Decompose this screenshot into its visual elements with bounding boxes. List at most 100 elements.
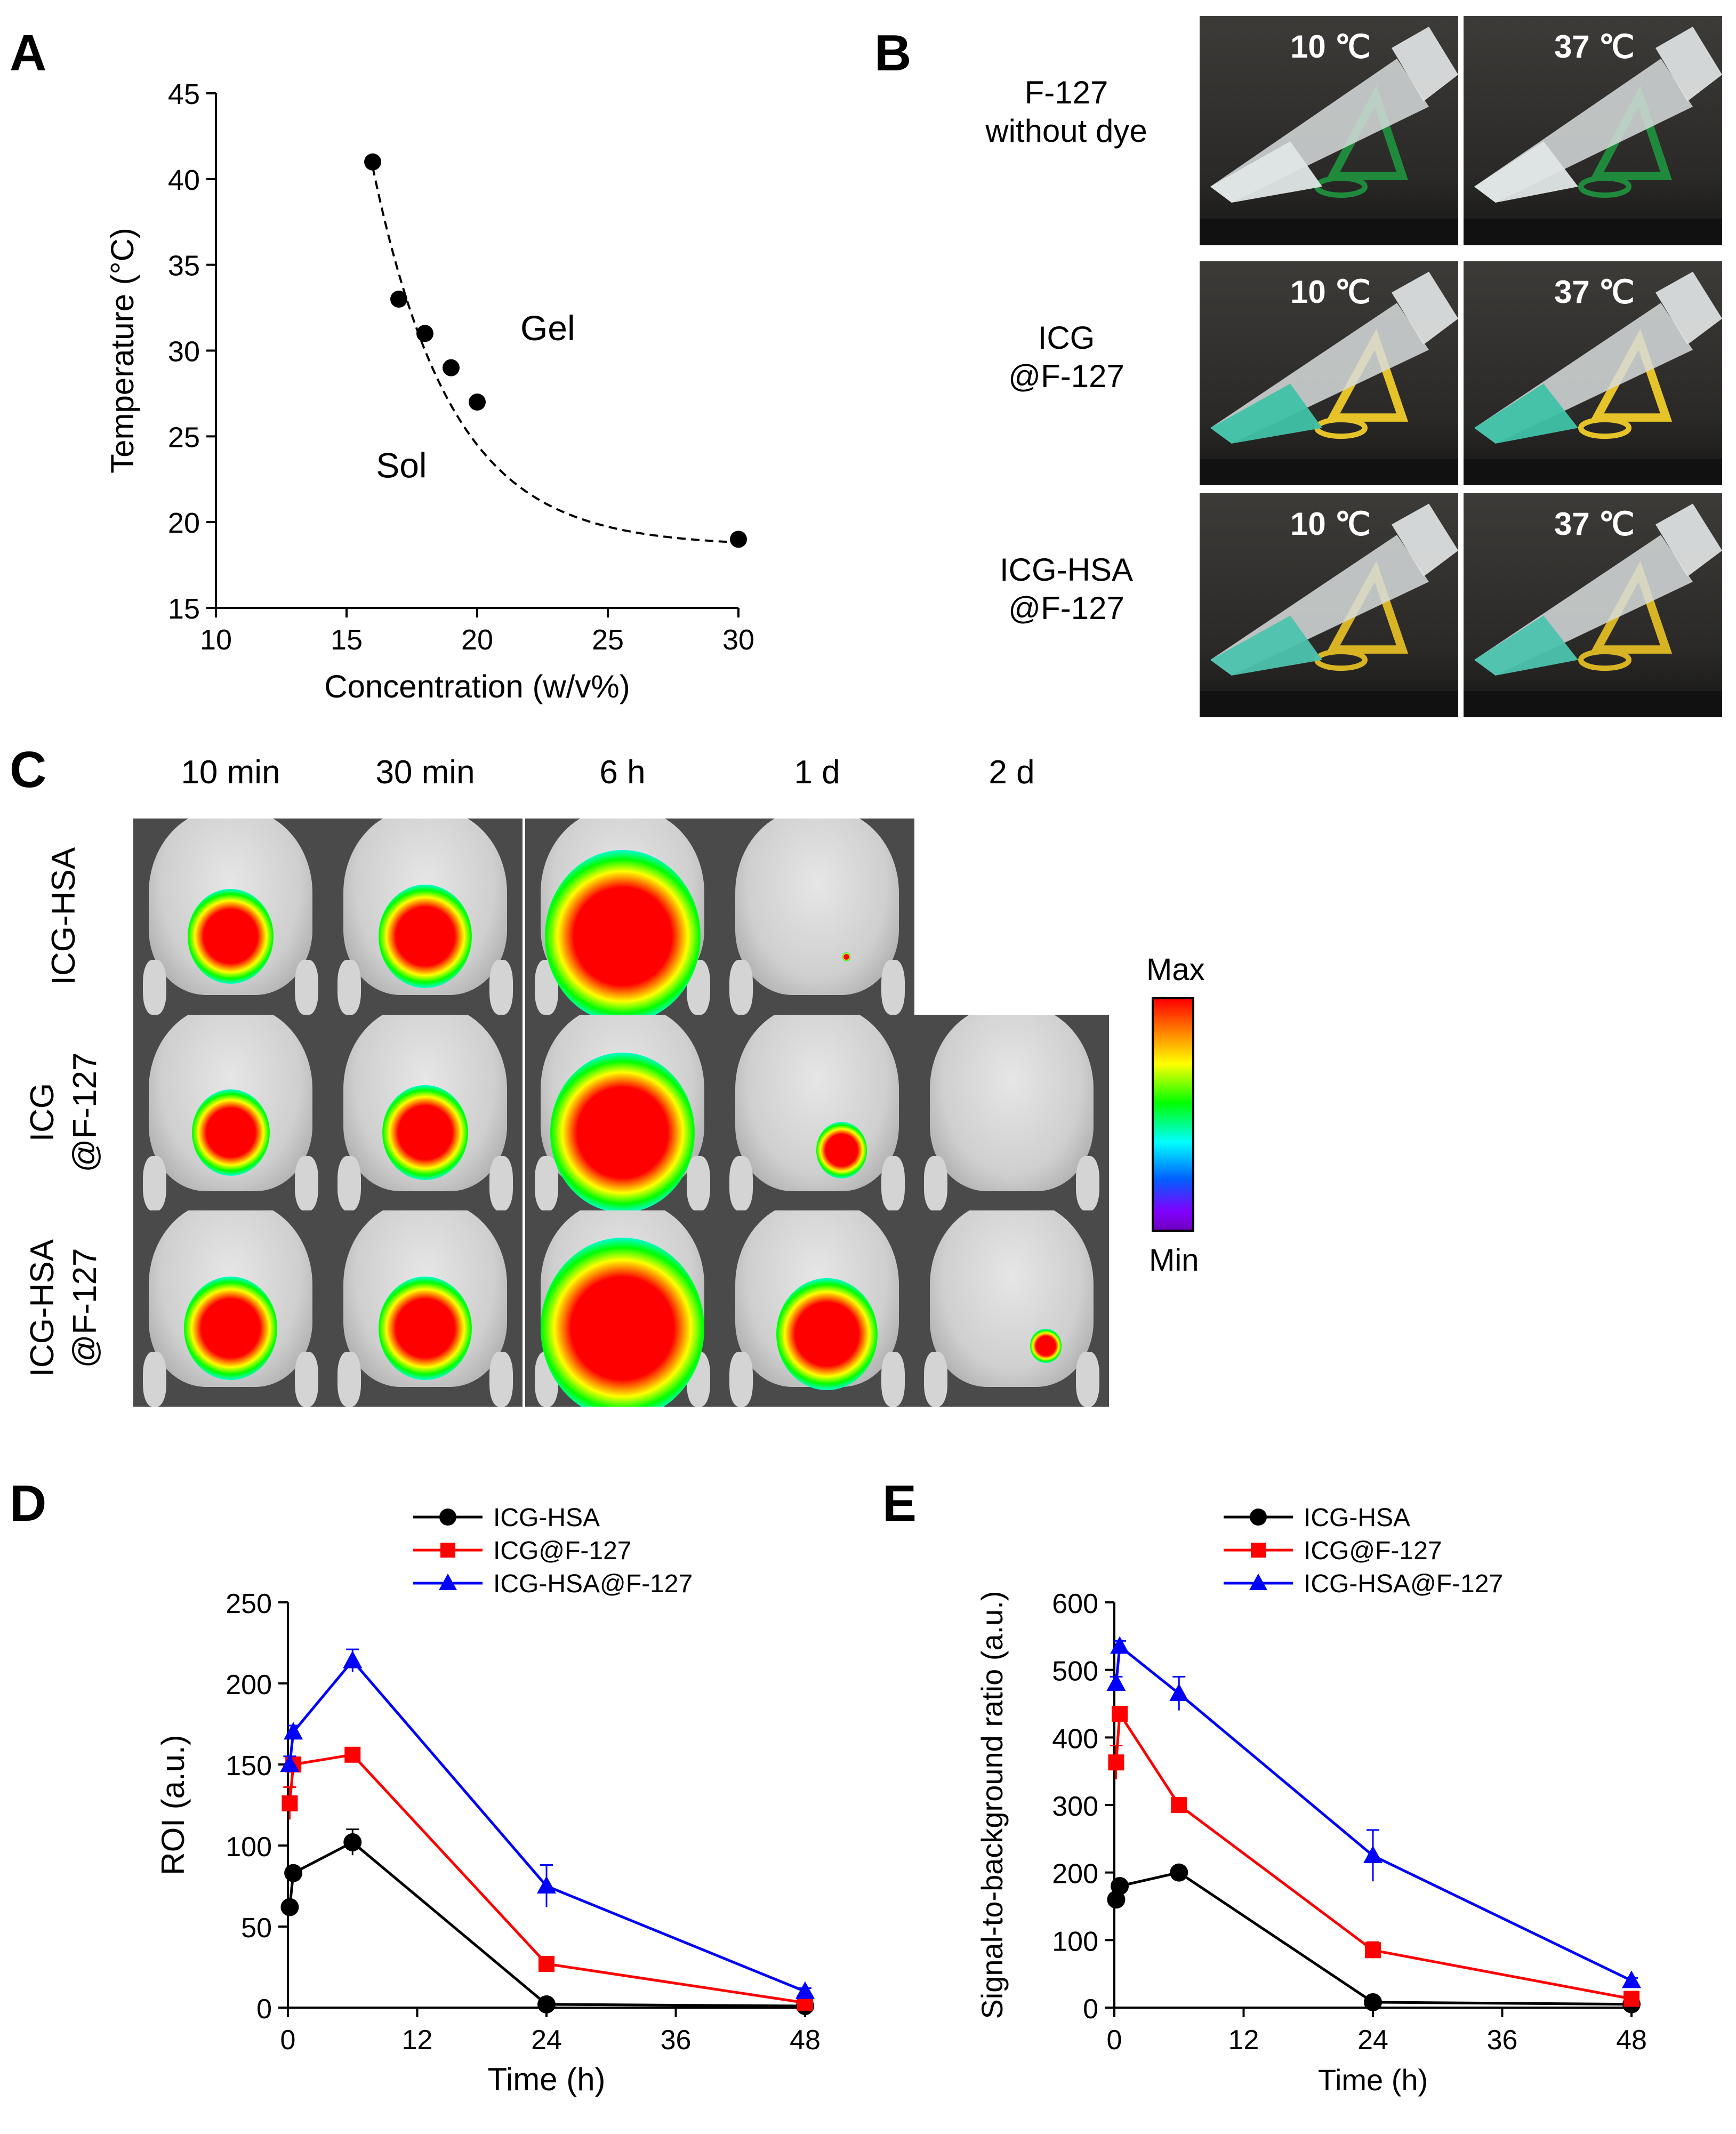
data-point bbox=[539, 1955, 554, 1972]
y-tick-label: 30 bbox=[168, 336, 200, 368]
y-tick-label: 100 bbox=[1052, 1926, 1098, 1957]
tube-stand-coil bbox=[1578, 417, 1631, 439]
fit-curve bbox=[372, 166, 739, 544]
tube-stand-coil bbox=[1314, 417, 1368, 439]
mouse-body bbox=[735, 1015, 899, 1192]
tube-photo: 37 ℃ bbox=[1464, 261, 1722, 485]
series-icg-hsa-f-127 bbox=[280, 1648, 815, 1999]
x-tick-label: 10 bbox=[200, 624, 232, 656]
mouse-image bbox=[720, 1015, 914, 1211]
y-tick-label: 400 bbox=[1052, 1723, 1098, 1754]
data-point bbox=[1112, 1706, 1128, 1722]
tube-liquid bbox=[1474, 615, 1578, 676]
mouse-image bbox=[328, 819, 523, 1015]
panel-label-b: B bbox=[874, 25, 912, 82]
data-point bbox=[1110, 1636, 1130, 1654]
chart-e: 0 12 24 36 48 0 100 200 300 400 500 600 Time (h) Sign… bbox=[975, 1504, 1647, 2097]
mouse-leg-left bbox=[337, 959, 361, 1015]
temperature-label: 37 ℃ bbox=[1554, 29, 1635, 65]
mouse-leg-right bbox=[489, 959, 513, 1015]
y-tick-label: 150 bbox=[226, 1751, 272, 1782]
panel-label-d: D bbox=[10, 1475, 47, 1532]
imaging-row-label: ICG bbox=[24, 1082, 61, 1142]
legend-label: ICG@F-127 bbox=[493, 1537, 631, 1565]
mouse-leg-left bbox=[535, 1156, 559, 1211]
x-tick-label: 24 bbox=[1357, 2025, 1388, 2056]
imaging-row-label: @F-127 bbox=[67, 1248, 103, 1368]
mouse-leg-left bbox=[729, 1156, 753, 1211]
panel-label-a: A bbox=[10, 25, 47, 82]
data-point bbox=[416, 325, 433, 342]
panel-label-c: C bbox=[10, 741, 47, 798]
data-point bbox=[443, 359, 460, 376]
mouse-leg-right bbox=[1075, 1156, 1099, 1211]
tube-photo: 10 ℃ bbox=[1200, 16, 1458, 245]
mouse-image bbox=[328, 1015, 523, 1211]
x-tick-label: 0 bbox=[1107, 2025, 1122, 2056]
x-axis-label: Time (h) bbox=[487, 2061, 605, 2097]
time-header: 10 min bbox=[181, 754, 280, 791]
fluorescence-signal bbox=[191, 1089, 270, 1176]
y-tick-label: 0 bbox=[1083, 1994, 1098, 2025]
y-tick-label: 45 bbox=[168, 78, 200, 110]
mouse-image bbox=[328, 1210, 523, 1407]
mouse-image bbox=[133, 1015, 328, 1211]
data-point bbox=[282, 1795, 298, 1811]
mouse-leg-left bbox=[729, 1351, 753, 1407]
mouse-leg-right bbox=[881, 1156, 905, 1211]
mouse-image bbox=[525, 1210, 720, 1407]
chart-d: 0 12 24 36 48 0 50 100 150 200 250 Time (h) ROI (a.u… bbox=[155, 1504, 821, 2097]
mouse-leg-left bbox=[143, 959, 167, 1015]
mouse-image bbox=[720, 819, 914, 1015]
tube-liquid bbox=[1210, 383, 1322, 444]
data-point bbox=[1624, 1991, 1639, 2007]
tube-shelf bbox=[1200, 219, 1458, 245]
legend-marker bbox=[1250, 1509, 1267, 1526]
panel-b-row-label: @F-127 bbox=[1008, 358, 1124, 394]
panel-b-row-label: ICG bbox=[1038, 320, 1095, 356]
colorbar bbox=[1152, 997, 1194, 1232]
tube-liquid bbox=[1474, 141, 1578, 203]
data-point bbox=[537, 1995, 556, 2013]
imaging-row-label: ICG-HSA bbox=[24, 1239, 61, 1377]
tube-photo: 10 ℃ bbox=[1200, 261, 1458, 485]
fluorescence-signal bbox=[541, 1237, 704, 1407]
x-tick-label: 30 bbox=[722, 624, 754, 656]
mouse-leg-right bbox=[1075, 1351, 1099, 1407]
data-point bbox=[1363, 1846, 1383, 1863]
mouse-leg-right bbox=[881, 1351, 905, 1407]
data-point bbox=[1622, 1970, 1641, 1988]
temperature-label: 37 ℃ bbox=[1554, 506, 1635, 542]
time-header: 1 d bbox=[794, 754, 840, 791]
mouse-leg-right bbox=[881, 959, 905, 1015]
temperature-label: 10 ℃ bbox=[1290, 274, 1371, 310]
mouse-leg-left bbox=[729, 959, 753, 1015]
y-tick-label: 300 bbox=[1052, 1791, 1098, 1822]
fluorescence-signal bbox=[188, 888, 274, 984]
x-axis-label: Time (h) bbox=[1318, 2063, 1428, 2097]
annotation-sol: Sol bbox=[376, 446, 427, 485]
fluorescence-signal bbox=[378, 1276, 472, 1380]
legend-label: ICG-HSA bbox=[1304, 1504, 1410, 1532]
data-point bbox=[1108, 1754, 1124, 1771]
mouse-image bbox=[525, 1015, 720, 1211]
mouse-image bbox=[133, 1210, 328, 1407]
legend-marker bbox=[1249, 1574, 1267, 1590]
tube-shelf bbox=[1464, 691, 1722, 717]
data-point bbox=[284, 1722, 303, 1740]
series-icg-f-127 bbox=[1108, 1706, 1639, 2007]
data-point bbox=[364, 153, 381, 171]
data-point bbox=[284, 1864, 303, 1882]
data-point bbox=[343, 1650, 363, 1668]
legend-marker bbox=[439, 1509, 456, 1526]
tube-photo: 37 ℃ bbox=[1464, 16, 1722, 245]
series-icg-hsa-f-127 bbox=[1106, 1636, 1641, 1988]
data-point bbox=[730, 531, 747, 548]
series-line bbox=[1114, 1643, 1633, 1982]
x-tick-label: 0 bbox=[280, 2025, 296, 2056]
y-tick-label: 25 bbox=[168, 421, 200, 453]
mouse-leg-right bbox=[489, 1351, 513, 1407]
data-point bbox=[1170, 1863, 1188, 1882]
mouse-leg-left bbox=[924, 1351, 948, 1407]
